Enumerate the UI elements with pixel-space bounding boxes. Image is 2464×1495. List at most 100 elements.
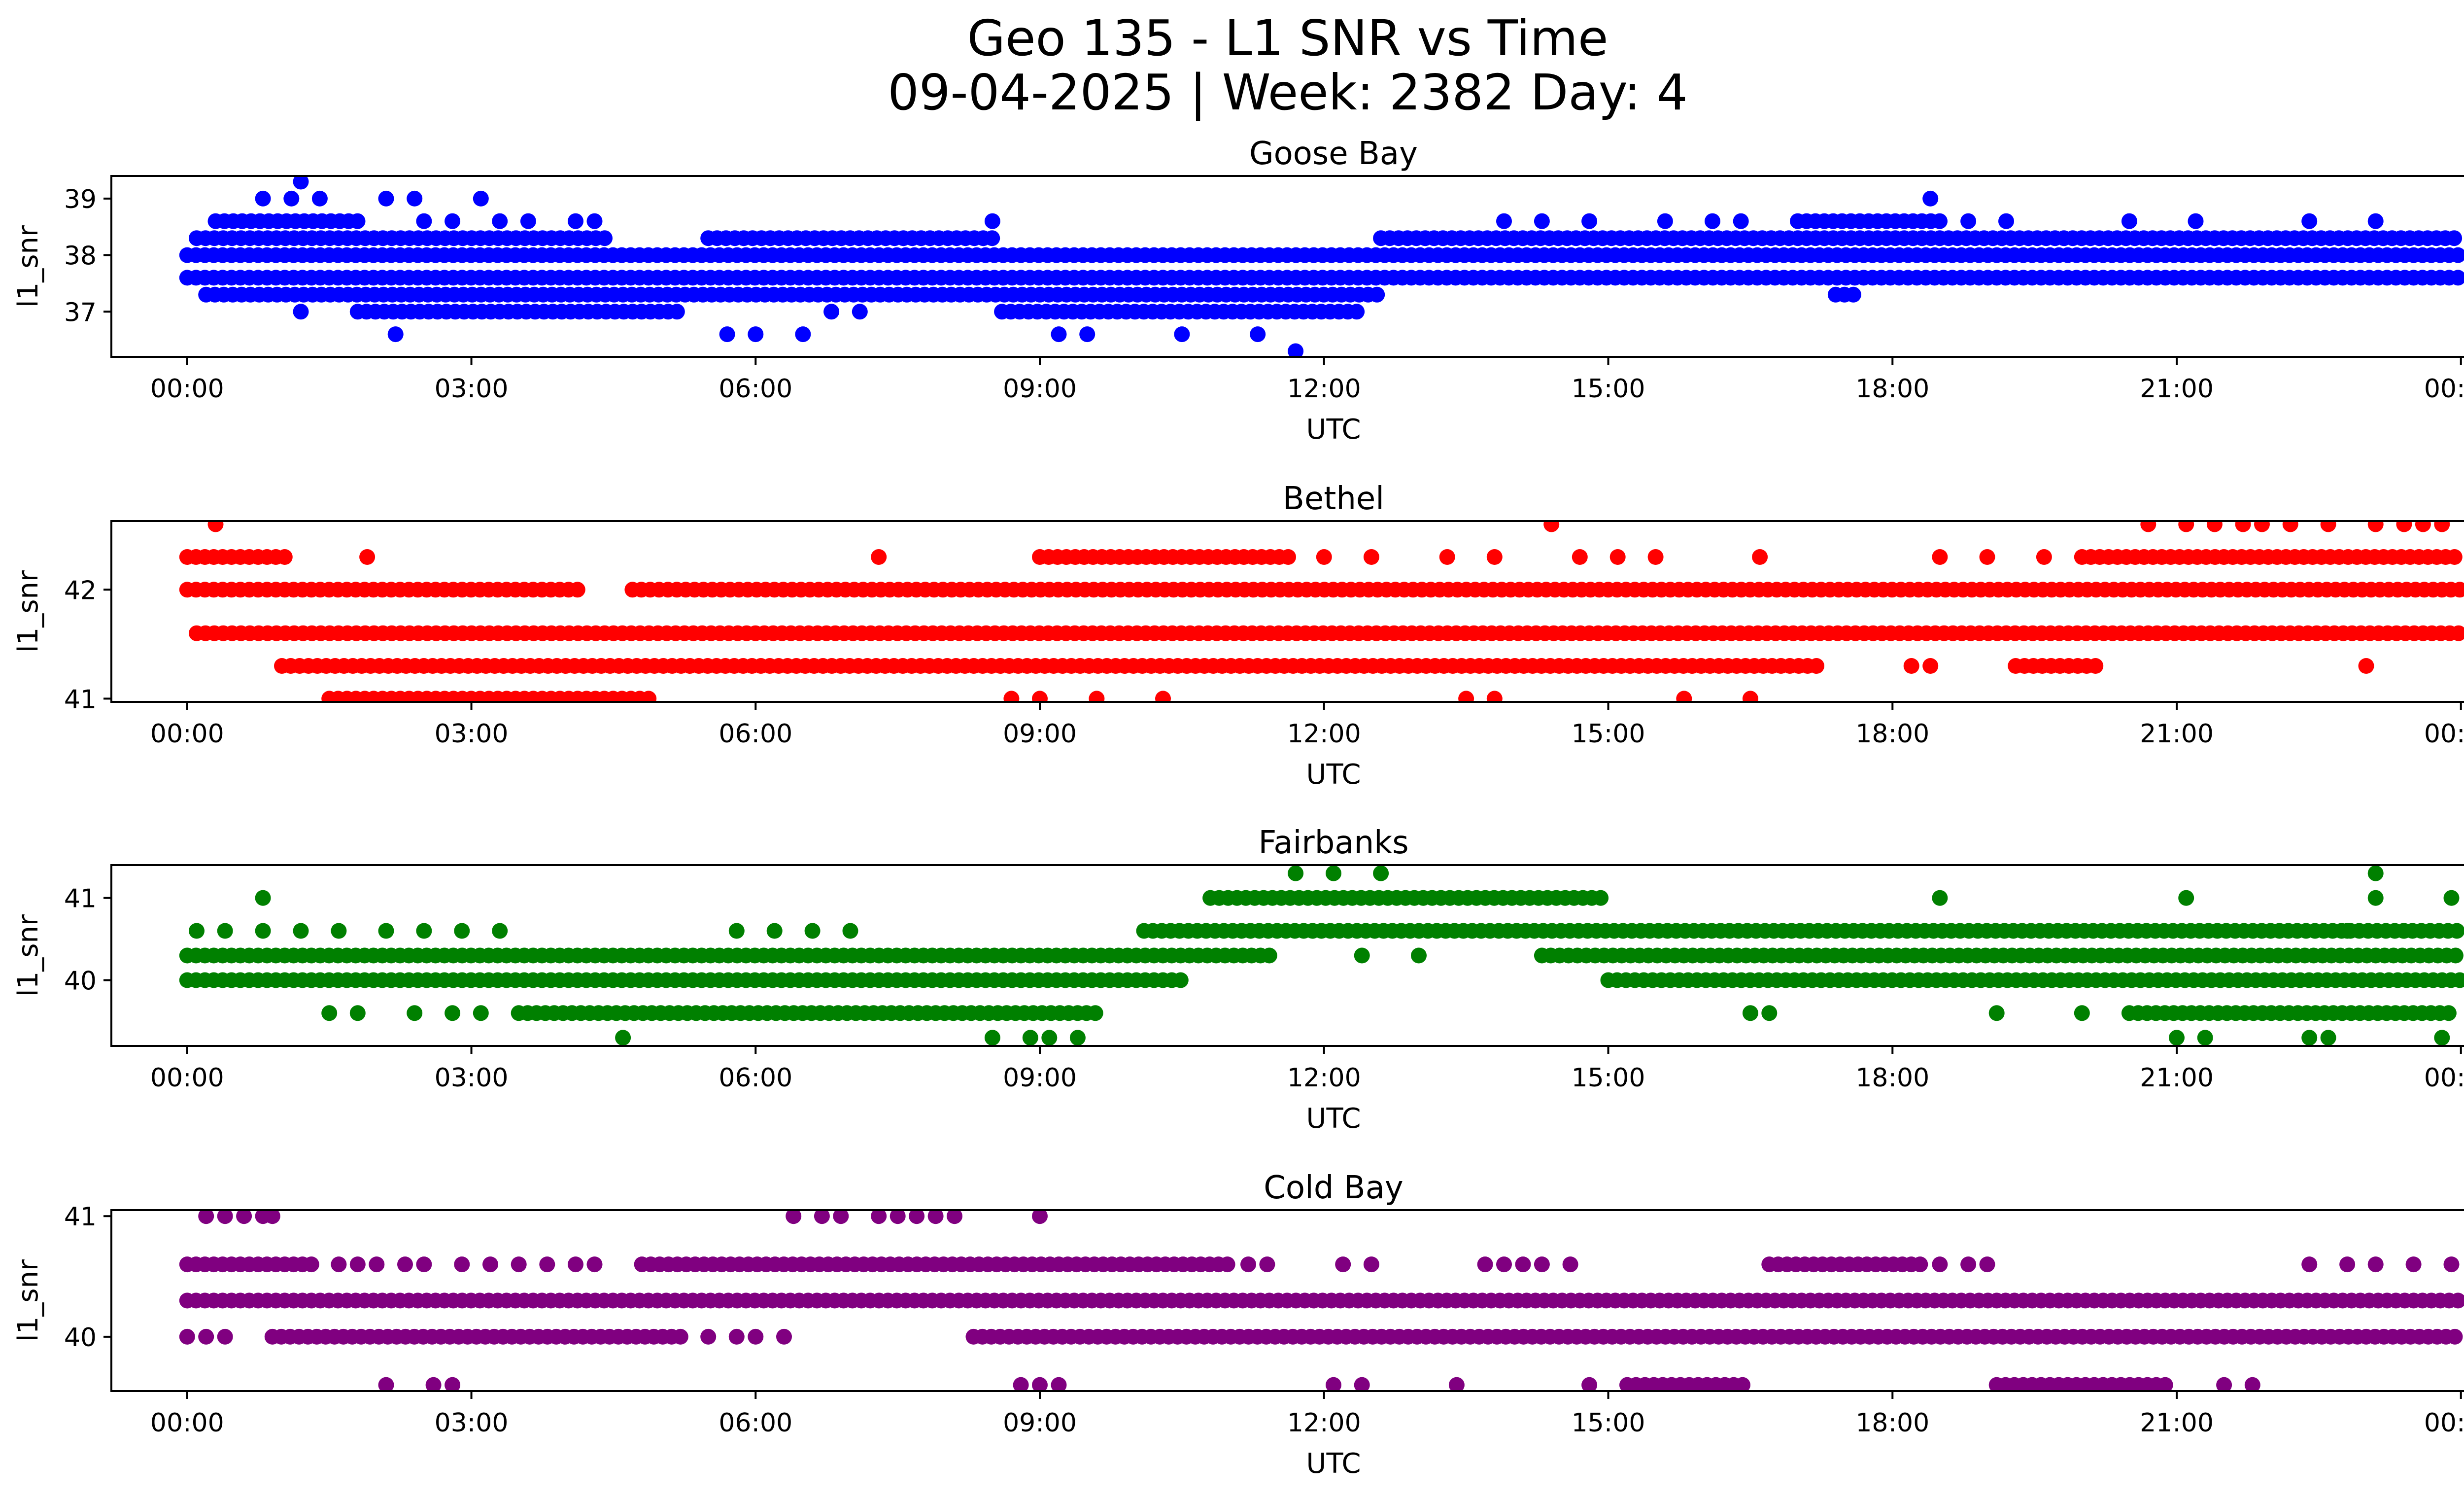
x-tick-label: 06:00	[719, 1408, 792, 1438]
scatter-point	[1369, 286, 1385, 303]
scatter-point	[293, 923, 309, 939]
scatter-point	[2443, 1256, 2460, 1273]
scatter-point	[1051, 326, 1067, 343]
scatter-point	[1903, 658, 1919, 674]
scatter-point	[207, 521, 224, 532]
scatter-point	[293, 304, 309, 320]
scatter-point	[597, 230, 613, 246]
scatter-point	[2396, 521, 2412, 532]
scatter-point	[1657, 213, 1673, 229]
scatter-point	[283, 190, 300, 207]
scatter-point	[217, 1328, 233, 1345]
scatter-point	[1676, 691, 1692, 702]
y-axis-label: l1_snr	[12, 225, 44, 308]
x-tick-label: 03:00	[435, 1408, 509, 1438]
scatter-point	[1240, 1256, 1256, 1273]
scatter-point	[189, 923, 205, 939]
x-tick-label: 09:00	[1003, 1063, 1077, 1093]
scatter-point	[378, 1377, 394, 1391]
scatter-point	[1922, 190, 1939, 207]
x-tick-label: 09:00	[1003, 1408, 1077, 1438]
axes-frame	[110, 1209, 2464, 1392]
scatter-point	[615, 1030, 631, 1046]
scatter-point	[1087, 1005, 1103, 1021]
scatter-point	[586, 213, 603, 229]
scatter-point	[1326, 1377, 1341, 1391]
scatter-point	[1363, 549, 1379, 565]
x-tick-label: 12:00	[1287, 374, 1361, 404]
x-tick-label: 00:00	[2424, 1408, 2464, 1438]
scatter-point	[786, 1210, 802, 1224]
scatter-point	[776, 1328, 792, 1345]
subplot-title: Goose Bay	[1249, 136, 1418, 172]
figure-title-line2: 09-04-2025 | Week: 2382 Day: 4	[888, 64, 1687, 121]
x-tick-label: 03:00	[435, 719, 509, 749]
scatter-point	[804, 923, 821, 939]
x-tick-label: 21:00	[2140, 374, 2214, 404]
scatter-point	[2367, 213, 2384, 229]
scatter-point	[795, 326, 811, 343]
scatter-point	[416, 213, 432, 229]
scatter-point	[1003, 691, 1020, 702]
scatter-point	[984, 213, 1000, 229]
scatter-point	[2197, 1030, 2213, 1046]
scatter-point	[2440, 1005, 2457, 1021]
scatter-point	[1051, 1377, 1067, 1391]
scatter-point	[2446, 230, 2463, 246]
scatter-point	[842, 923, 858, 939]
scatter-point	[766, 923, 783, 939]
scatter-point	[1032, 691, 1048, 702]
x-tick-label: 18:00	[1855, 1063, 1929, 1093]
scatter-point	[520, 213, 536, 229]
scatter-point	[454, 1256, 470, 1273]
scatter-point	[871, 549, 887, 565]
x-tick-label: 12:00	[1287, 1408, 1361, 1438]
scatter-point	[2434, 521, 2450, 532]
scatter-point	[1742, 691, 1758, 702]
scatter-point	[2301, 213, 2318, 229]
scatter-point	[1219, 1256, 1235, 1273]
scatter-point	[641, 691, 657, 702]
scatter-point	[2446, 549, 2463, 565]
scatter-point	[1354, 947, 1370, 964]
x-tick-label: 06:00	[719, 1063, 792, 1093]
scatter-point	[492, 213, 508, 229]
scatter-point	[482, 1256, 498, 1273]
scatter-point	[1581, 1377, 1598, 1391]
scatter-point	[407, 190, 423, 207]
scatter-point	[2088, 658, 2104, 674]
scatter-point	[264, 1210, 280, 1224]
scatter-point	[1752, 549, 1768, 565]
scatter-point	[2452, 972, 2464, 988]
scatter-point	[1912, 1256, 1928, 1273]
x-axis-label: UTC	[1306, 1448, 1361, 1480]
scatter-point	[1932, 890, 1948, 906]
scatter-point	[1960, 213, 1977, 229]
subplot-title: Fairbanks	[1258, 825, 1408, 861]
scatter-series	[179, 521, 2464, 702]
y-tick-label: 42	[64, 576, 97, 605]
scatter-point	[2216, 1377, 2232, 1391]
y-axis-label: l1_snr	[12, 914, 44, 997]
scatter-point	[1032, 1377, 1048, 1391]
scatter-point	[1411, 947, 1427, 964]
scatter-point	[2405, 1256, 2422, 1273]
scatter-point	[255, 890, 271, 906]
scatter-point	[445, 213, 461, 229]
scatter-point	[2452, 582, 2464, 598]
scatter-point	[2415, 521, 2431, 532]
scatter-point	[1288, 343, 1304, 357]
scatter-point	[669, 304, 685, 320]
y-tick-label: 41	[64, 1202, 97, 1232]
scatter-point	[1373, 865, 1389, 881]
scatter-point	[814, 1210, 830, 1224]
scatter-point	[2178, 521, 2194, 532]
scatter-point	[1979, 549, 1995, 565]
x-tick-label: 09:00	[1003, 719, 1077, 749]
x-tick-label: 12:00	[1287, 1063, 1361, 1093]
scatter-point	[1960, 1256, 1977, 1273]
scatter-point	[473, 190, 489, 207]
scatter-point	[1932, 549, 1948, 565]
scatter-point	[1534, 213, 1550, 229]
x-tick-label: 00:00	[2424, 1063, 2464, 1093]
